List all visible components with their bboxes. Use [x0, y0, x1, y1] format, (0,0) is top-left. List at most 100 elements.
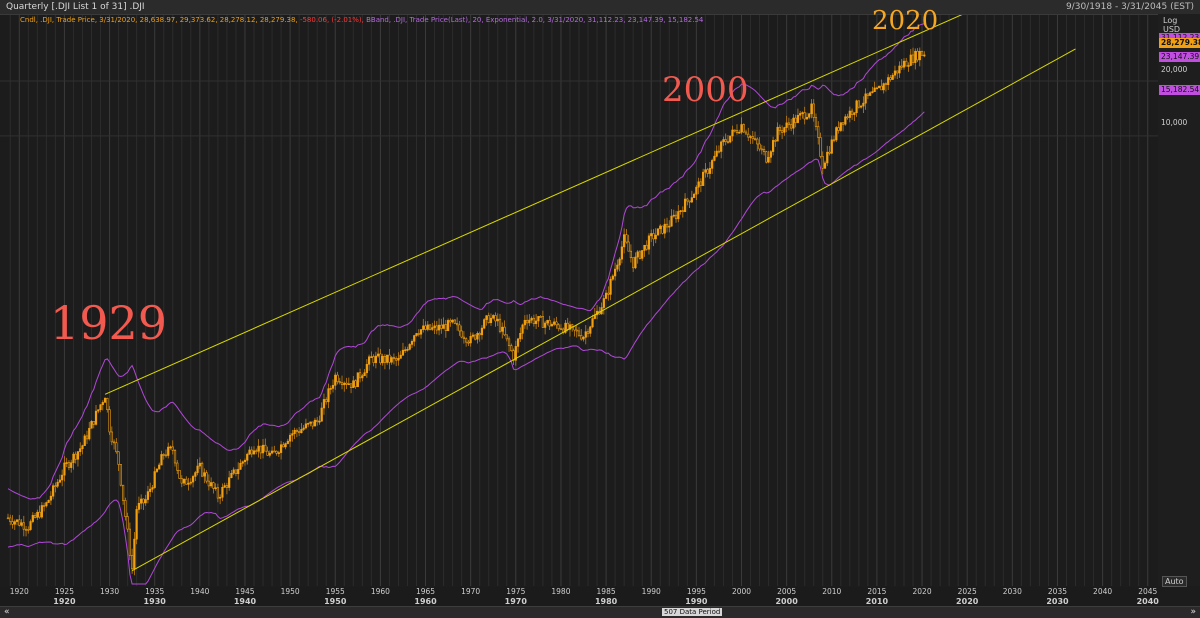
candle: [155, 468, 159, 472]
candle: [164, 454, 168, 457]
candle: [327, 388, 330, 403]
candle: [654, 234, 657, 240]
candle: [695, 186, 698, 195]
candle: [659, 225, 662, 230]
candle: [167, 446, 170, 456]
candle: [56, 481, 59, 487]
candle: [63, 462, 66, 476]
xtick-decade: 1980: [594, 597, 618, 606]
time-scrollbar[interactable]: « 507 Data Period »: [0, 606, 1200, 618]
xtick-decade: 2040: [1136, 597, 1159, 606]
candle-legend[interactable]: Cndl, .DJI, Trade Price, 3/31/2020, 28,6…: [20, 16, 298, 24]
data-period-label: 507 Data Period: [662, 608, 723, 616]
candle: [273, 450, 276, 453]
candle: [683, 198, 687, 212]
candle: [205, 472, 208, 482]
candle: [848, 110, 851, 118]
candle: [738, 131, 741, 134]
candle: [618, 258, 621, 266]
candle: [627, 241, 630, 252]
xtick-decade: 1920: [53, 597, 76, 606]
candle: [758, 143, 761, 150]
candle: [817, 126, 820, 138]
candle: [81, 445, 84, 449]
candle: [462, 336, 465, 339]
candle: [602, 298, 605, 308]
log-scale-label[interactable]: Log: [1163, 16, 1178, 25]
candle: [832, 139, 836, 142]
candle: [433, 325, 436, 328]
candle: [614, 268, 617, 277]
auto-scale-button[interactable]: Auto: [1162, 576, 1187, 587]
candle: [70, 462, 73, 468]
candle: [437, 324, 441, 331]
candle: [871, 91, 874, 93]
bband-legend[interactable]: BBand, .DJI, Trade Price(Last), 20, Expo…: [366, 16, 704, 24]
candle: [681, 210, 684, 212]
candle: [386, 354, 389, 363]
candle: [417, 333, 420, 335]
candle: [29, 521, 32, 530]
xtick-year: 1960: [370, 587, 390, 596]
candle: [277, 452, 280, 454]
xtick-year: 1920: [9, 587, 29, 596]
double-chevron-right-icon[interactable]: »: [1190, 607, 1196, 617]
candle: [535, 320, 538, 324]
candle: [259, 445, 262, 454]
candle: [149, 488, 152, 492]
candle: [679, 210, 682, 212]
candle: [632, 257, 635, 269]
candle: [494, 315, 497, 322]
candle: [309, 421, 312, 424]
candle: [99, 404, 102, 411]
candle: [140, 498, 143, 504]
candle: [413, 335, 416, 342]
candle: [776, 126, 779, 142]
time-axis[interactable]: 1920 1925 1930 1935 1940 1945 1950 1955 1960 1965…: [0, 587, 1159, 607]
candle: [702, 171, 705, 186]
candle: [557, 324, 560, 330]
xtick-year: 1995: [686, 587, 706, 596]
candle: [115, 442, 118, 453]
candle: [311, 421, 314, 427]
candle: [814, 117, 818, 127]
candle: [27, 529, 30, 531]
candle: [905, 60, 908, 67]
double-chevron-left-icon[interactable]: «: [4, 607, 10, 617]
candle: [33, 515, 37, 518]
candle: [487, 315, 490, 324]
candle: [43, 505, 46, 507]
candle: [896, 70, 899, 74]
candle: [891, 74, 894, 80]
xtick-year: 1985: [596, 587, 616, 596]
candle: [119, 464, 122, 486]
candle: [284, 443, 287, 448]
candle: [234, 469, 238, 474]
candle: [325, 399, 328, 403]
candle: [180, 478, 183, 484]
candle: [471, 334, 475, 337]
candle: [390, 357, 393, 363]
candle: [331, 385, 335, 389]
candle: [625, 234, 628, 243]
candle: [778, 126, 781, 131]
price-axis[interactable]: 20,000 10,000 31,112.23 28,279.38 23,147…: [1158, 14, 1200, 586]
candle: [446, 320, 450, 331]
candle: [9, 517, 12, 522]
candle: [790, 124, 793, 129]
candle: [354, 380, 357, 388]
ytick-20000: 20,000: [1161, 65, 1188, 74]
candle: [255, 450, 258, 453]
candle: [688, 200, 691, 203]
candle: [514, 346, 517, 361]
candle: [160, 454, 163, 466]
candle: [268, 452, 271, 456]
candle: [553, 321, 556, 325]
candle: [828, 151, 831, 154]
candle: [634, 256, 637, 269]
candle: [239, 462, 242, 470]
candle: [485, 315, 488, 320]
candle: [230, 472, 233, 478]
candle: [322, 399, 326, 409]
